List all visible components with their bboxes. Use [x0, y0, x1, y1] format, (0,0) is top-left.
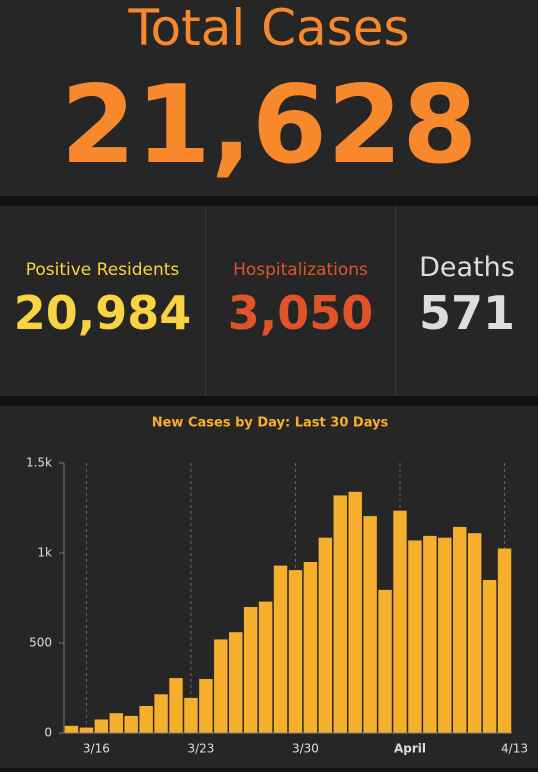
chart-title: New Cases by Day: Last 30 Days [152, 416, 389, 431]
bar [288, 570, 303, 733]
stat-value: 3,050 [227, 286, 374, 340]
stats-panel: Positive Residents 20,984 Hospitalizatio… [0, 206, 538, 396]
bar [497, 548, 512, 733]
y-tick-label: 1k [37, 546, 52, 560]
bar [169, 678, 183, 733]
bar [408, 540, 422, 733]
total-value: 21,628 [60, 63, 478, 188]
bar [333, 495, 347, 733]
bar [184, 697, 198, 733]
bar [318, 537, 333, 733]
bar [154, 694, 168, 733]
bar [393, 510, 407, 733]
stat-positive: Positive Residents 20,984 [0, 206, 206, 396]
bar [109, 713, 123, 733]
chart-panel: New Cases by Day: Last 30 Days 0 500 1k 1.5… [0, 406, 538, 768]
x-tick-label: 3/30 [292, 742, 319, 756]
bar [453, 526, 467, 733]
bar [363, 516, 377, 733]
x-tick-label: 4/13 [501, 742, 528, 756]
stat-label: Deaths [419, 252, 515, 283]
bar [423, 535, 437, 733]
y-tick-label: 1.5k [26, 456, 52, 470]
stat-value: 20,984 [13, 286, 192, 340]
bar [199, 679, 213, 733]
total-panel: Total Cases 21,628 [0, 0, 538, 196]
stat-hospital: Hospitalizations 3,050 [206, 206, 396, 396]
stat-label: Positive Residents [25, 260, 180, 280]
stat-deaths: Deaths 571 [396, 206, 538, 396]
bar [229, 632, 243, 733]
bar [273, 565, 288, 733]
bar [467, 533, 482, 733]
bar [303, 562, 318, 733]
total-title: Total Cases [128, 0, 410, 57]
bar [64, 725, 79, 733]
bar [124, 715, 138, 733]
bar [79, 727, 94, 733]
stat-label: Hospitalizations [233, 260, 368, 280]
bar [438, 537, 452, 733]
bar [94, 719, 109, 733]
bar [258, 601, 273, 733]
bar [214, 639, 228, 733]
bar [482, 580, 497, 733]
y-tick-label: 0 [44, 726, 52, 740]
bar [243, 607, 258, 733]
stat-value: 571 [418, 286, 516, 340]
chart: New Cases by Day: Last 30 Days 0 500 1k 1.5… [26, 416, 528, 756]
y-tick-label: 500 [29, 636, 52, 650]
x-tick-label: 3/23 [187, 742, 214, 756]
x-tick-label: 3/16 [83, 742, 110, 756]
bar [139, 706, 153, 733]
x-tick-label: April [394, 742, 426, 756]
bar [378, 589, 392, 733]
bar [348, 491, 362, 733]
